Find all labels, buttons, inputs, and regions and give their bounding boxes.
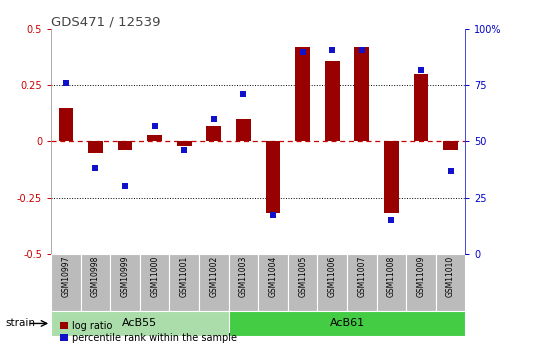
Text: GSM10998: GSM10998 (91, 255, 100, 297)
Bar (110, 254, 140, 310)
Bar (443, 141, 458, 150)
Text: GSM11008: GSM11008 (387, 255, 396, 297)
Text: strain: strain (5, 318, 36, 328)
Bar (88, 141, 103, 152)
Bar (325, 61, 339, 141)
Bar (406, 254, 436, 310)
Bar (347, 254, 377, 310)
Text: GSM11006: GSM11006 (328, 255, 337, 297)
Bar (51, 254, 81, 310)
Bar (51, 310, 229, 336)
Text: GSM11001: GSM11001 (180, 255, 189, 297)
Text: GSM10997: GSM10997 (61, 255, 70, 297)
Bar (81, 254, 110, 310)
Bar (355, 47, 369, 141)
Text: GSM11000: GSM11000 (150, 255, 159, 297)
Bar (207, 126, 221, 141)
Text: AcB55: AcB55 (122, 318, 158, 328)
Text: GSM11003: GSM11003 (239, 255, 248, 297)
Bar (177, 141, 192, 146)
Text: GDS471 / 12539: GDS471 / 12539 (51, 15, 161, 28)
Legend: log ratio, percentile rank within the sample: log ratio, percentile rank within the sa… (56, 317, 240, 345)
Bar (169, 254, 199, 310)
Text: GSM10999: GSM10999 (121, 255, 130, 297)
Text: GSM11005: GSM11005 (298, 255, 307, 297)
Bar (59, 108, 73, 141)
Text: AcB61: AcB61 (329, 318, 365, 328)
Bar (295, 47, 310, 141)
Bar (199, 254, 229, 310)
Bar (317, 254, 347, 310)
Bar (414, 74, 428, 141)
Text: GSM11010: GSM11010 (446, 255, 455, 297)
Text: GSM11007: GSM11007 (357, 255, 366, 297)
Text: GSM11002: GSM11002 (209, 255, 218, 297)
Bar (229, 310, 465, 336)
Bar (118, 141, 132, 150)
Bar (266, 141, 280, 213)
Bar (288, 254, 317, 310)
Bar (436, 254, 465, 310)
Text: GSM11009: GSM11009 (416, 255, 426, 297)
Bar (236, 119, 251, 141)
Bar (229, 254, 258, 310)
Bar (384, 141, 399, 213)
Text: GSM11004: GSM11004 (268, 255, 278, 297)
Bar (140, 254, 169, 310)
Bar (377, 254, 406, 310)
Bar (147, 135, 162, 141)
Bar (258, 254, 288, 310)
